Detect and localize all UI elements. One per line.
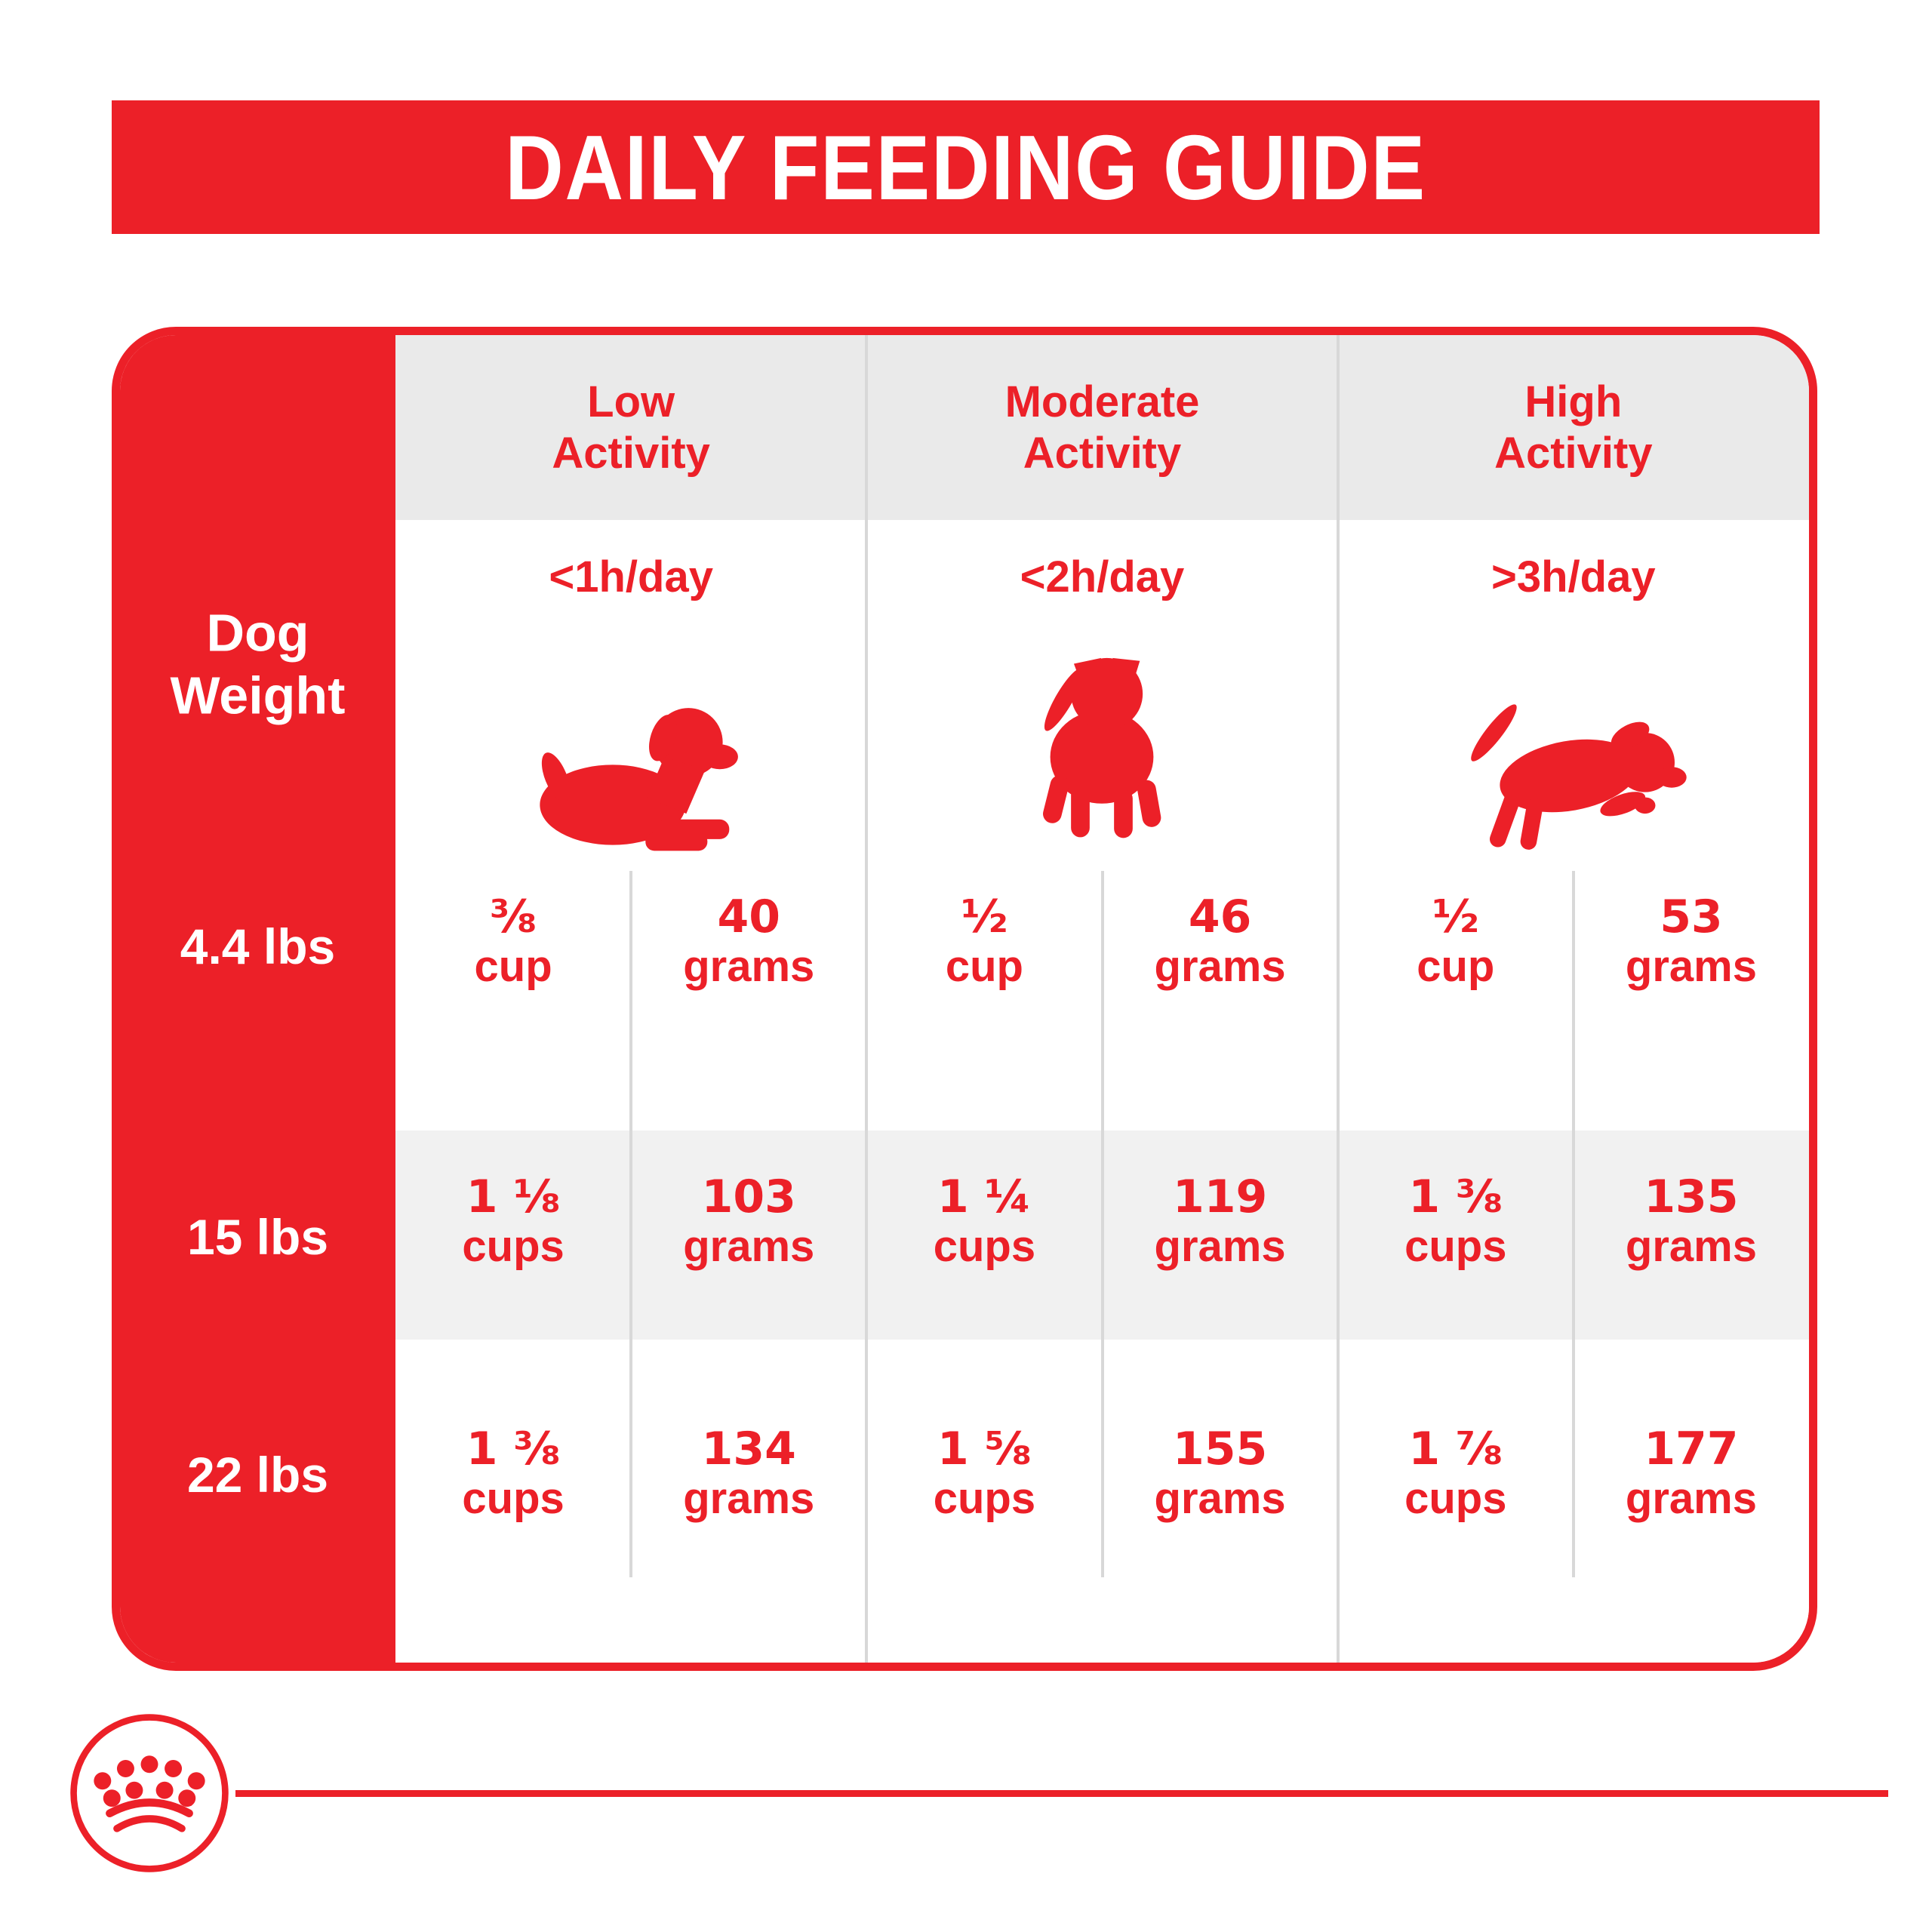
cup-value: 1 ⅜ cups	[1336, 1131, 1574, 1340]
cup-value: ½ cup	[1336, 871, 1574, 1131]
weight-row-label: 15 lbs	[186, 1209, 329, 1266]
feeding-table-content: Low Activity Moderate Activity High Acti…	[395, 335, 1809, 1663]
cup-value: ⅜ cup	[474, 891, 552, 992]
cup-value: 1 ⅜ cups	[462, 1423, 565, 1524]
grams-value: 177 grams	[1571, 1340, 1809, 1663]
page-title: DAILY FEEDING GUIDE	[505, 115, 1426, 219]
cup-value: 1 ⅝ cups	[865, 1340, 1102, 1663]
grams-value: 46 grams	[1100, 871, 1338, 1131]
grams-value: 40 grams	[629, 871, 866, 1131]
standing-dog-icon	[1043, 657, 1161, 838]
footer-divider-line	[235, 1790, 1888, 1797]
hours-moderate: <2h/day	[865, 520, 1337, 633]
hours-low: <1h/day	[549, 552, 713, 601]
cup-value: 1 ⅞ cups	[1336, 1340, 1574, 1663]
low-activity-cell	[395, 633, 866, 871]
leaping-dog-icon	[1471, 704, 1687, 850]
lying-dog-icon	[540, 708, 739, 851]
grams-value: 53 grams	[1571, 871, 1809, 1131]
dog-icons-row	[395, 633, 1809, 871]
feeding-table: Dog Weight 4.4 lbs 15 lbs 22 lbs Low Act…	[112, 327, 1817, 1671]
weight-column-header: Dog Weight	[170, 603, 346, 724]
weight-row-label: 4.4 lbs	[180, 918, 336, 975]
hours-row: <1h/day <2h/day >3h/day	[395, 520, 1809, 633]
table-row: 1 ⅛ cups 103 grams 1 ¼ cups 119 grams 1 …	[395, 1131, 1809, 1340]
column-header-high: High Activity	[1336, 335, 1809, 520]
high-activity-cell	[1336, 633, 1809, 871]
royal-canin-crown-logo	[70, 1714, 229, 1872]
moderate-activity-cell	[865, 633, 1337, 871]
table-row: 1 ⅜ cups 134 grams 1 ⅝ cups 155 grams 1 …	[395, 1340, 1809, 1663]
grams-value: 155 grams	[1100, 1340, 1338, 1663]
weight-row-label: 22 lbs	[186, 1447, 329, 1503]
grams-value: 134 grams	[629, 1340, 866, 1663]
grams-value: 103 grams	[629, 1131, 866, 1340]
column-header-moderate: Moderate Activity	[865, 335, 1337, 520]
cup-value: ½ cup	[865, 871, 1102, 1131]
grams-value: 119 grams	[1100, 1131, 1338, 1340]
grams-value: 135 grams	[1571, 1131, 1809, 1340]
activity-header-row: Low Activity Moderate Activity High Acti…	[395, 335, 1809, 520]
cup-value: 1 ¼ cups	[865, 1131, 1102, 1340]
column-header-low: Low Activity	[552, 377, 710, 478]
cup-value: 1 ⅛ cups	[462, 1171, 565, 1272]
hours-high: >3h/day	[1336, 520, 1809, 633]
table-row: ⅜ cup 40 grams ½ cup 46 grams ½ cup	[395, 871, 1809, 1131]
weight-column: Dog Weight 4.4 lbs 15 lbs 22 lbs	[120, 335, 395, 1663]
header-banner: DAILY FEEDING GUIDE	[112, 100, 1820, 234]
